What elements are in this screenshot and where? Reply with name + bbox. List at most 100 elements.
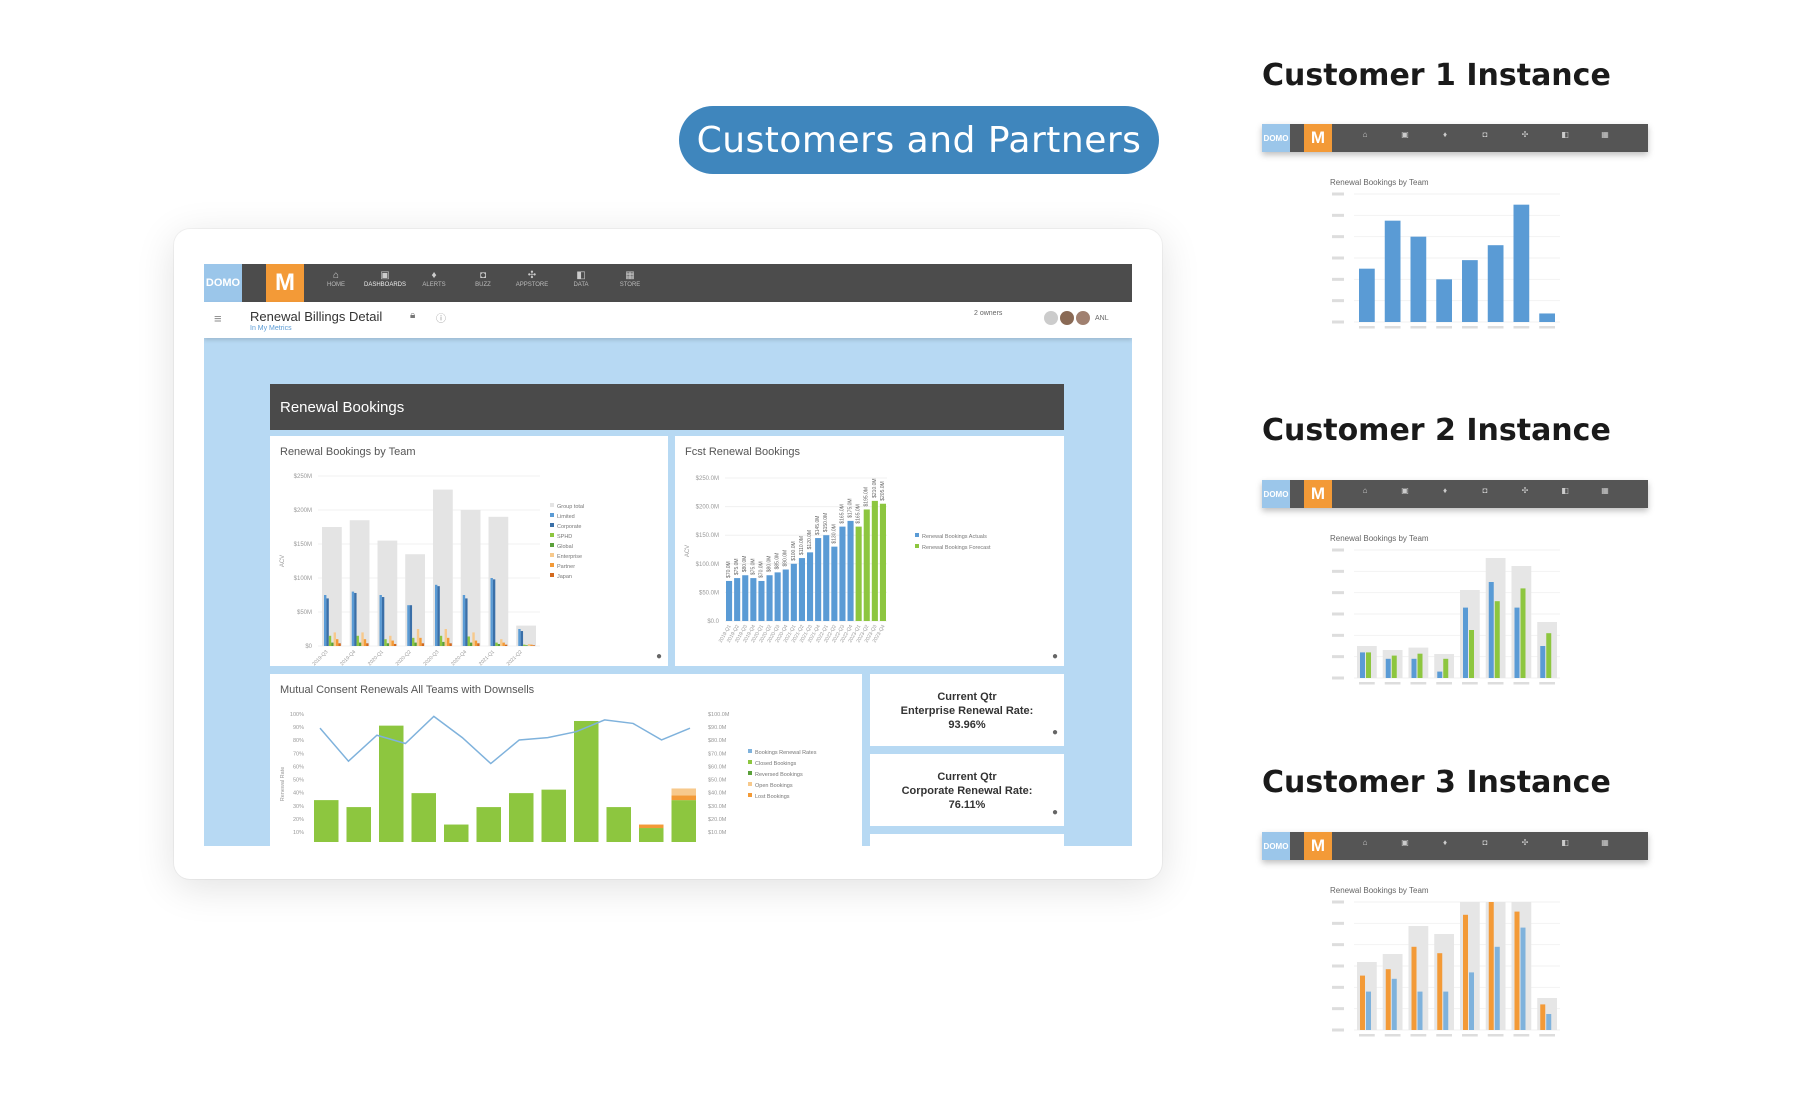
nav-store[interactable]: ▦ STORE [602,270,658,300]
legend-swatch [550,543,554,547]
corporate-renewal-kpi[interactable]: Current Qtr Corporate Renewal Rate: 76.1… [870,754,1064,826]
dashboard-icon[interactable]: ▣ [1401,838,1409,847]
data-label: $75.0M [750,558,756,575]
alert-icon[interactable]: ♦ [1442,838,1448,847]
bar [419,637,422,646]
home-icon[interactable]: ⌂ [1362,130,1368,139]
store-icon[interactable]: ▦ [1601,130,1609,139]
bar [502,642,505,646]
alert-icon[interactable]: ♦ [1442,486,1448,495]
bar [639,828,664,842]
bar [1462,260,1478,322]
avatar[interactable] [1060,311,1074,325]
domo-logo[interactable]: DOMO [1262,124,1290,152]
dashboard-icon[interactable]: ▣ [1401,130,1409,139]
m-logo[interactable]: M [1304,832,1332,860]
appstore-icon[interactable]: ✣ [1521,130,1529,139]
page-subtitle[interactable]: In My Metrics [250,325,292,332]
home-icon[interactable]: ⌂ [1362,486,1368,495]
user-icon[interactable]: ● [1051,727,1058,738]
bar [477,643,480,646]
chart-title: Renewal Bookings by Team [1330,178,1429,187]
y-tick-label [1332,1028,1344,1032]
lock-icon[interactable]: 🔒︎ [410,310,416,321]
y2-tick-label: $100.0M [708,712,730,718]
data-icon: ◧ [576,270,586,281]
bar [411,793,436,842]
y-tick-label [1332,213,1344,217]
user-icon[interactable]: ● [1051,807,1058,818]
store-icon[interactable]: ▦ [1601,486,1609,495]
customer-3-chart[interactable]: Renewal Bookings by Team [1320,880,1580,1050]
x-tick-label [1462,682,1478,685]
data-icon[interactable]: ◧ [1561,130,1569,139]
bar [1443,658,1449,678]
domo-logo[interactable]: DOMO [204,264,242,302]
y-tick-label [1332,900,1344,904]
renewal-bookings-by-team-card[interactable]: Renewal Bookings by Team $0 $50M $100M $150… [270,436,668,666]
data-label: $70.0M [758,561,764,578]
data-icon[interactable]: ◧ [1561,838,1569,847]
bar [541,789,566,842]
bar [324,595,327,646]
user-icon[interactable]: ● [655,651,662,662]
appstore-icon[interactable]: ✣ [1521,486,1529,495]
menu-icon[interactable]: ≡ [214,311,222,326]
bar [815,538,822,621]
domo-logo[interactable]: DOMO [1262,832,1290,860]
fcst-renewal-bookings-card[interactable]: Fcst Renewal Bookings $0.0 $50.0M $100.0M $… [675,436,1064,666]
legend-label: Renewal Bookings Actuals [922,534,987,540]
nav-label: HOME [327,282,345,288]
mutual-chart: 10% $10.0M 20% $20.0M 30% $30.0M 40% $40.0M 50% $… [280,712,817,842]
nav-data[interactable]: ◧ DATA [553,270,609,300]
info-icon[interactable]: ⓘ [436,314,446,325]
appstore-icon[interactable]: ✣ [1521,838,1529,847]
y2-tick-label: $70.0M [708,751,727,757]
nav-home[interactable]: ⌂ HOME [308,270,364,300]
data-label: $90.0M [783,550,789,567]
y-tick-label [1332,569,1344,573]
share-label[interactable]: ANL [1095,314,1109,322]
home-icon[interactable]: ⌂ [1362,838,1368,847]
chat-icon[interactable]: ◘ [1482,130,1488,139]
chat-icon[interactable]: ◘ [1482,486,1488,495]
enterprise-renewal-kpi[interactable]: Current Qtr Enterprise Renewal Rate: 93.… [870,674,1064,746]
m-logo[interactable]: M [1304,480,1332,508]
x-tick-label [1539,326,1555,329]
alert-icon[interactable]: ♦ [1442,130,1448,139]
avatar[interactable] [1044,311,1058,325]
m-logo[interactable]: M [266,264,304,302]
bar [1520,927,1526,1030]
bar [386,643,390,646]
data-label: $145.0M [815,516,821,535]
m-logo[interactable]: M [1304,124,1332,152]
data-icon[interactable]: ◧ [1561,486,1569,495]
mini-chart-svg [1332,548,1560,685]
y-tick-label [1332,1007,1344,1011]
customer-2-chart[interactable]: Renewal Bookings by Team [1320,528,1580,698]
dashboard-icon[interactable]: ▣ [1401,486,1409,495]
bar [1417,991,1423,1030]
avatar[interactable] [1076,311,1090,325]
nav-alerts[interactable]: ♦ ALERTS [406,270,462,300]
x-tick-label [1436,326,1452,329]
x-tick-label [1539,682,1555,685]
mutual-consent-renewals-card[interactable]: Mutual Consent Renewals All Teams with D… [270,674,862,846]
x-tick-label: 2019-Q3 [311,649,329,666]
customer-1-chart[interactable]: Renewal Bookings by Team [1320,172,1580,342]
bar [407,605,410,646]
owners-label[interactable]: 2 owners [974,310,1003,317]
bar [1391,978,1397,1030]
store-icon[interactable]: ▦ [1601,838,1609,847]
domo-logo[interactable]: DOMO [1262,480,1290,508]
bar [1487,245,1504,322]
bar [497,643,501,646]
chat-icon[interactable]: ◘ [1482,838,1488,847]
bar [447,637,450,646]
nav-dashboards[interactable]: ▣ DASHBOARDS [357,270,413,300]
y-tick-label [1332,591,1344,595]
nav-buzz[interactable]: ◘ BUZZ [455,270,511,300]
user-icon[interactable]: ● [1051,651,1058,662]
nav-appstore[interactable]: ✣ APPSTORE [504,270,560,300]
kpi-card-partial[interactable] [870,834,1064,846]
